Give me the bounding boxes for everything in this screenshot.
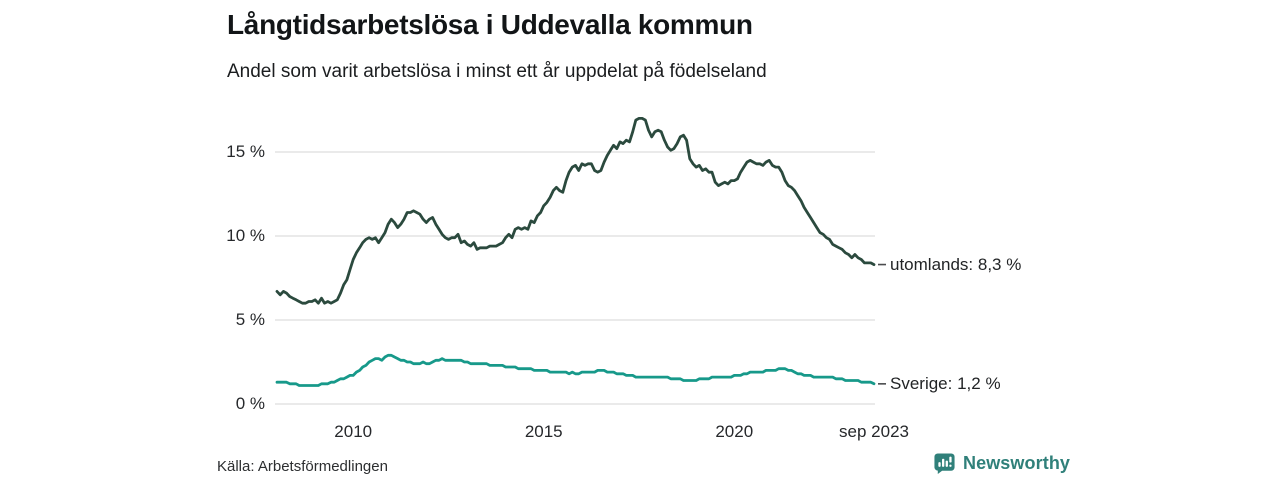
data-lines: [275, 117, 876, 387]
page-title: Långtidsarbetslösa i Uddevalla kommun: [227, 9, 753, 40]
chart-subtitle: Andel som varit arbetslösa i minst ett å…: [227, 61, 767, 82]
series-label-sverige: Sverige: 1,2 %: [890, 373, 1001, 393]
series-label-utomlands: utomlands: 8,3 %: [890, 254, 1022, 274]
x-tick-label: sep 2023: [839, 422, 909, 441]
y-tick-label: 15 %: [226, 142, 265, 161]
line-utomlands: [275, 117, 876, 305]
bar-chart-glyph: [938, 456, 952, 467]
y-tick-label: 0 %: [235, 394, 265, 413]
x-tick-label: 2020: [715, 422, 754, 441]
y-tick-label: 10 %: [226, 226, 265, 245]
source-note: Källa: Arbetsförmedlingen: [217, 458, 388, 475]
brand-name: Newsworthy: [963, 453, 1071, 473]
gridlines: [275, 151, 875, 405]
x-tick-label: 2010: [334, 422, 373, 441]
end-label-dashes: [878, 263, 886, 385]
x-tick-label: 2015: [524, 422, 563, 441]
line-Sverige: [275, 353, 876, 387]
y-tick-label: 5 %: [235, 310, 265, 329]
brand-lockup: Newsworthy: [933, 452, 1070, 475]
newsworthy-logo-icon: [934, 453, 955, 475]
